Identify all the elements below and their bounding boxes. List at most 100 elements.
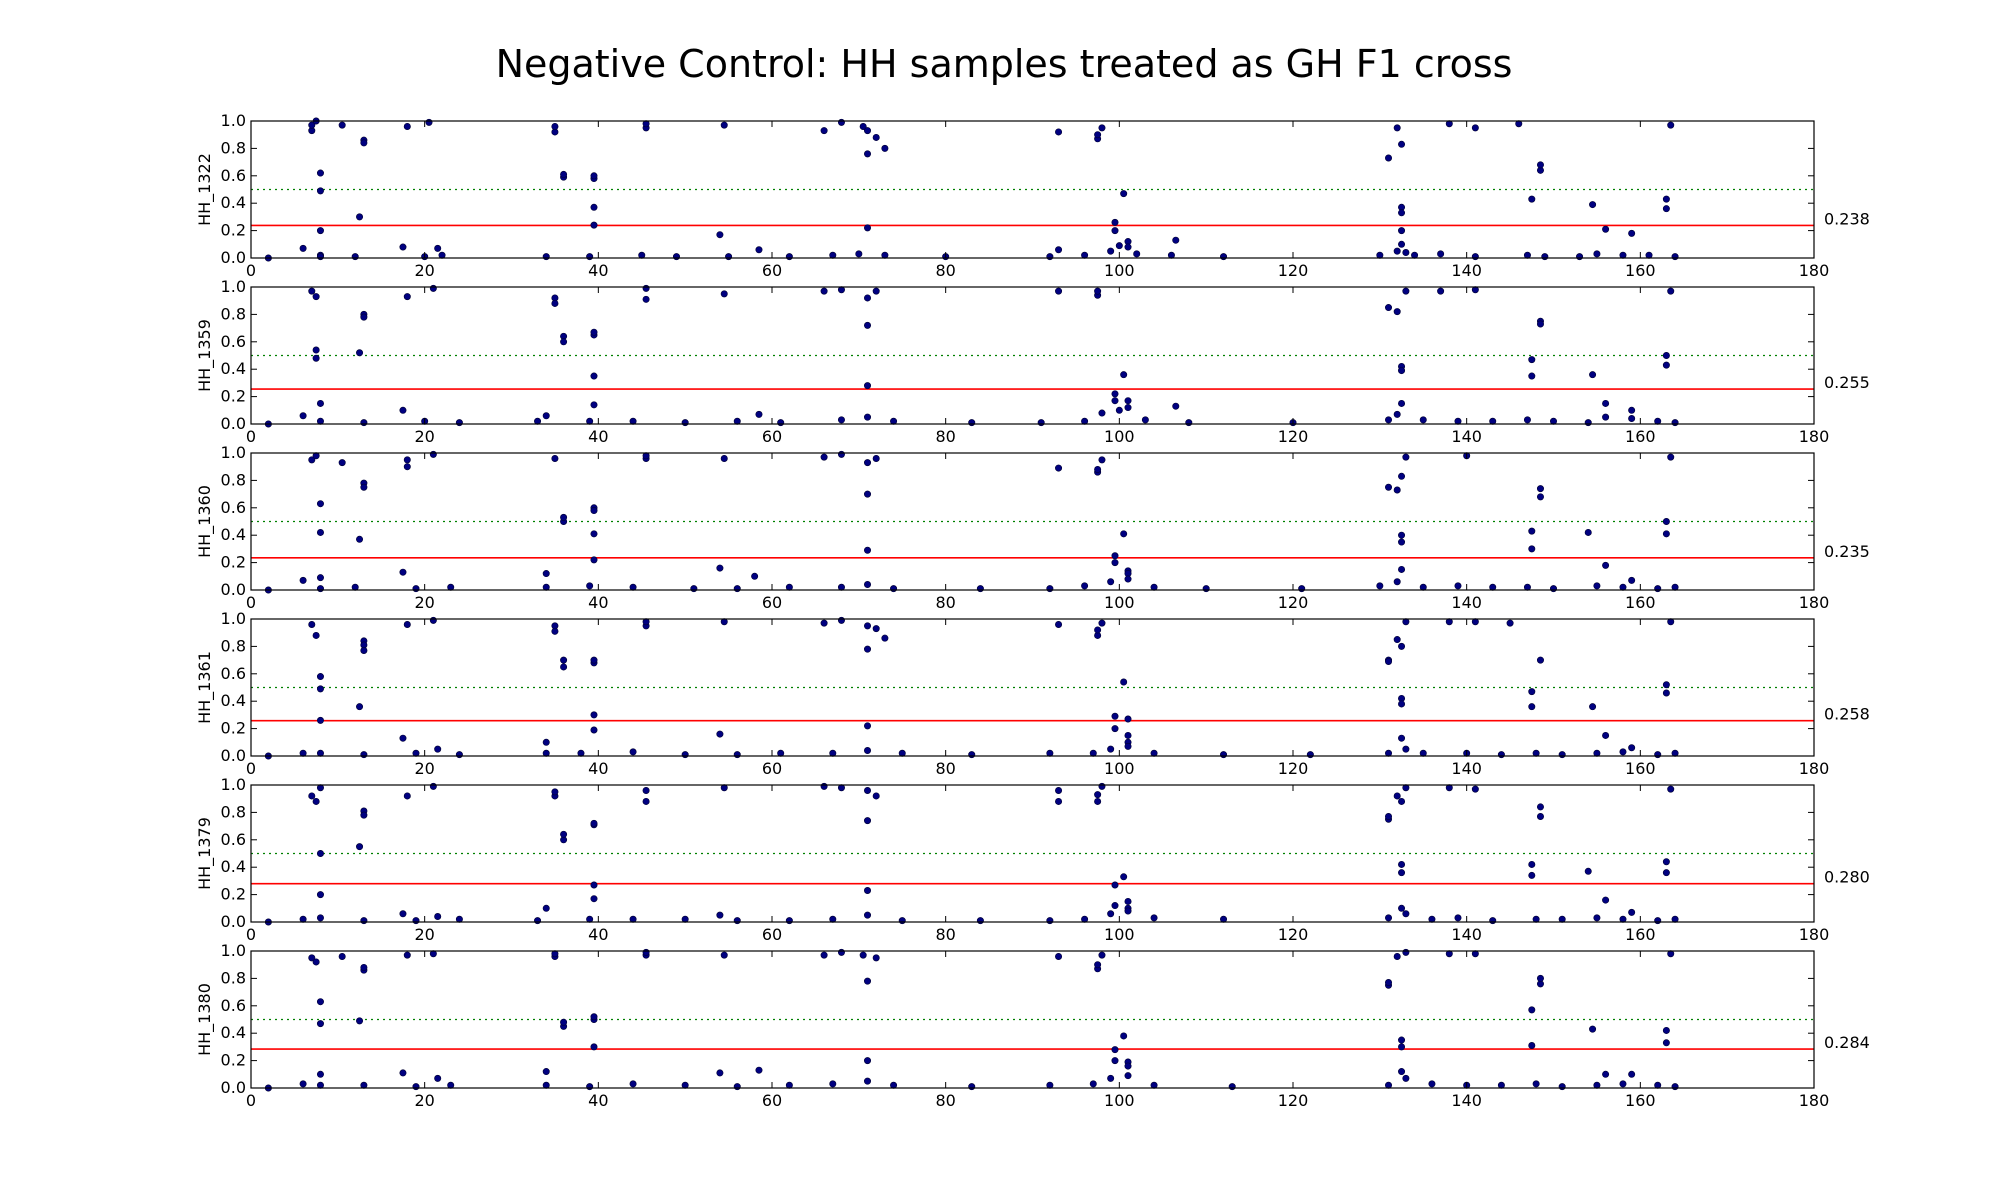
data-point: [1506, 619, 1514, 627]
data-point: [1107, 247, 1115, 255]
data-point: [1628, 1070, 1636, 1078]
data-point: [720, 951, 728, 959]
data-point: [733, 917, 741, 925]
data-point: [1662, 361, 1670, 369]
x-tick-label: 160: [1625, 759, 1656, 778]
data-point: [434, 913, 442, 921]
data-point: [1141, 416, 1149, 424]
data-point: [629, 748, 637, 756]
data-point: [299, 244, 307, 252]
data-point: [1094, 287, 1102, 295]
data-point: [551, 788, 559, 796]
data-point: [316, 253, 324, 261]
data-point: [1172, 236, 1180, 244]
data-point: [720, 121, 728, 129]
x-tick-label: 80: [935, 427, 955, 446]
data-point: [1055, 952, 1063, 960]
data-point: [542, 570, 550, 578]
data-point: [590, 172, 598, 180]
data-point: [316, 1070, 324, 1078]
y-tick-label: 0.0: [221, 1078, 246, 1097]
y-tick-label: 0.2: [221, 221, 246, 240]
y-tick-label: 0.4: [221, 525, 246, 544]
data-point: [1124, 1072, 1132, 1080]
figure-title: Negative Control: HH samples treated as …: [496, 42, 1513, 86]
data-point: [1107, 578, 1115, 586]
data-point: [716, 1069, 724, 1077]
threshold-value-label: 0.255: [1824, 373, 1870, 392]
data-point: [1528, 1006, 1536, 1014]
data-point: [1536, 656, 1544, 664]
x-tick-label: 80: [935, 1091, 955, 1110]
data-point: [1376, 582, 1384, 590]
data-point: [1111, 725, 1119, 733]
data-point: [434, 1074, 442, 1082]
x-tick-label: 20: [414, 593, 434, 612]
data-point: [1667, 453, 1675, 461]
data-point: [1528, 545, 1536, 553]
data-point: [1541, 253, 1549, 261]
data-point: [360, 917, 368, 925]
y-tick-label: 0.2: [221, 387, 246, 406]
data-point: [1402, 910, 1410, 918]
data-point: [1662, 195, 1670, 203]
data-point: [1124, 742, 1132, 750]
data-point: [1489, 917, 1497, 925]
data-point: [1454, 914, 1462, 922]
data-point: [429, 616, 437, 624]
data-point: [351, 253, 359, 261]
data-point: [316, 998, 324, 1006]
data-point: [1437, 250, 1445, 258]
subplot-2: 0.0 0.2 0.4 0.6 0.8 1.0 0 20 40 60 80 100 120 140 160 1…: [195, 277, 1870, 446]
y-axis-label: HH_1380: [195, 983, 215, 1056]
data-point: [1228, 1083, 1236, 1091]
data-point: [1107, 1074, 1115, 1082]
data-point: [1055, 287, 1063, 295]
data-point: [338, 952, 346, 960]
data-point: [425, 118, 433, 126]
data-point: [1393, 486, 1401, 494]
data-point: [1124, 575, 1132, 583]
plot-frame: [250, 452, 1815, 591]
y-tick-label: 1.0: [221, 775, 246, 794]
data-point: [1671, 419, 1679, 427]
y-axis-label: HH_1361: [195, 651, 215, 724]
x-tick-label: 120: [1278, 1091, 1309, 1110]
data-point: [1055, 246, 1063, 254]
data-point: [1428, 1080, 1436, 1088]
data-point: [312, 293, 320, 301]
data-point: [785, 917, 793, 925]
data-point: [864, 886, 872, 894]
data-point: [316, 500, 324, 508]
data-point: [1111, 227, 1119, 235]
subplot-4: 0.0 0.2 0.4 0.6 0.8 1.0 0 20 40 60 80 100 120 140 160 1…: [195, 609, 1870, 778]
data-point: [403, 456, 411, 464]
data-point: [1576, 253, 1584, 261]
data-point: [1398, 565, 1406, 573]
threshold-value-label: 0.258: [1824, 705, 1870, 724]
x-tick-label: 80: [935, 593, 955, 612]
data-point: [1037, 419, 1045, 427]
data-point: [338, 459, 346, 467]
data-point: [1628, 406, 1636, 414]
data-point: [968, 751, 976, 759]
y-tick-label: 0.8: [221, 304, 246, 323]
data-point: [1536, 161, 1544, 169]
data-point: [590, 881, 598, 889]
x-tick-label: 100: [1104, 1091, 1135, 1110]
data-point: [1619, 748, 1627, 756]
x-tick-label: 20: [414, 925, 434, 944]
data-point: [316, 574, 324, 582]
data-point: [829, 1080, 837, 1088]
data-point: [590, 656, 598, 664]
data-point: [560, 663, 568, 671]
x-tick-label: 80: [935, 261, 955, 280]
data-point: [1528, 860, 1536, 868]
data-point: [356, 1017, 364, 1025]
data-point: [1120, 678, 1128, 686]
data-point: [1120, 190, 1128, 198]
x-tick-label: 180: [1799, 427, 1830, 446]
x-tick-label: 180: [1799, 593, 1830, 612]
data-point: [316, 227, 324, 235]
